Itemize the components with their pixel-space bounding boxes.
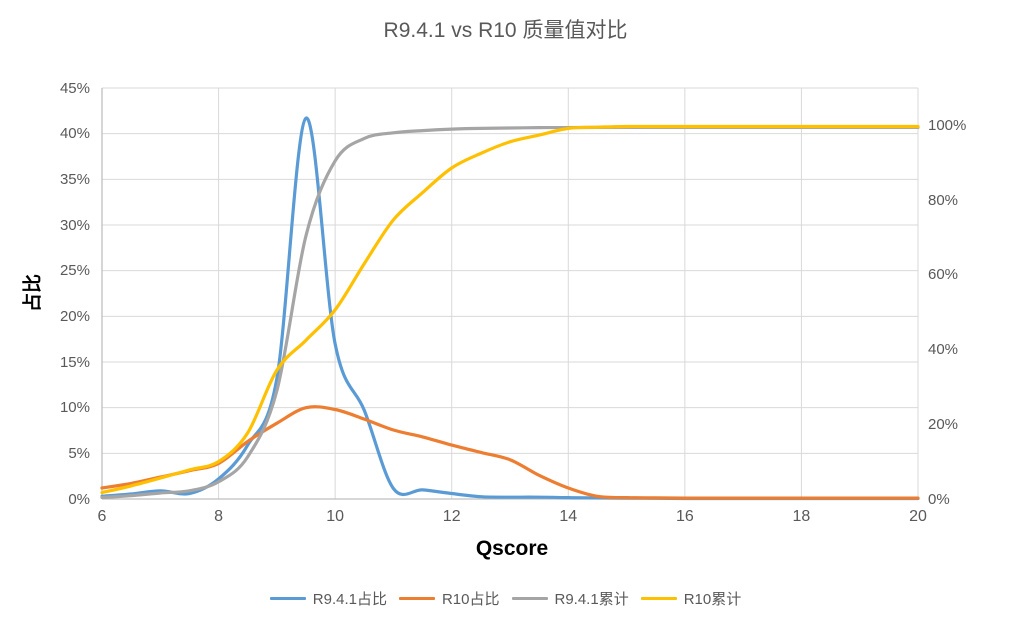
- left-axis-tick: 20%: [59, 307, 90, 325]
- x-axis-title: Qscore: [475, 537, 549, 560]
- x-axis-tick: 16: [675, 508, 694, 525]
- legend-item-R10占比: R10占比: [398, 588, 500, 609]
- left-axis-tick: 25%: [59, 262, 90, 280]
- legend-line-swatch: [640, 597, 677, 600]
- x-axis-tick: 14: [559, 508, 578, 525]
- legend-line-swatch: [398, 597, 435, 600]
- x-axis-tick: 8: [214, 508, 224, 525]
- x-axis-tick: 10: [326, 508, 345, 525]
- legend-label: R10累计: [683, 591, 742, 608]
- legend-line-swatch: [269, 597, 306, 600]
- right-axis-tick: 0%: [928, 490, 950, 508]
- series-line-R9.4.1占比: [100, 116, 920, 501]
- left-axis-tick: 35%: [59, 170, 90, 188]
- left-axis-tick: 30%: [59, 216, 90, 234]
- left-axis-tick: 40%: [59, 125, 90, 143]
- left-axis-tick: 10%: [59, 399, 90, 417]
- legend-line-swatch: [511, 597, 548, 600]
- legend-label: R9.4.1占比: [312, 591, 387, 608]
- legend-label: R10占比: [441, 591, 500, 608]
- series-line-R10占比: [100, 405, 920, 500]
- legend-item-R10累计: R10累计: [640, 588, 742, 609]
- right-axis-tick: 80%: [928, 191, 959, 209]
- right-axis-tick: 40%: [928, 341, 959, 359]
- legend: R9.4.1占比 R10占比 R9.4.1累计 R10累计: [0, 588, 1011, 609]
- left-axis-tick: 45%: [59, 79, 90, 97]
- legend-item-R9.4.1占比: R9.4.1占比: [269, 588, 387, 609]
- x-axis-tick: 18: [792, 508, 811, 525]
- left-axis-tick: 0%: [68, 490, 90, 508]
- right-axis-tick: 100%: [928, 116, 967, 134]
- right-axis-tick: 60%: [928, 266, 959, 284]
- chart-title: R9.4.1 vs R10 质量值对比: [383, 19, 628, 42]
- right-axis-tick: 20%: [928, 415, 959, 433]
- left-axis-tick: 5%: [68, 444, 90, 462]
- series-line-R9.4.1累计: [100, 125, 920, 500]
- x-axis-tick: 12: [442, 508, 461, 525]
- legend-item-R9.4.1累计: R9.4.1累计: [511, 588, 629, 609]
- x-axis-tick: 6: [97, 508, 107, 525]
- x-axis-tick: 20: [909, 508, 927, 525]
- left-axis-tick: 15%: [59, 353, 90, 371]
- series-line-R10累计: [100, 124, 920, 495]
- legend-label: R9.4.1累计: [554, 591, 629, 608]
